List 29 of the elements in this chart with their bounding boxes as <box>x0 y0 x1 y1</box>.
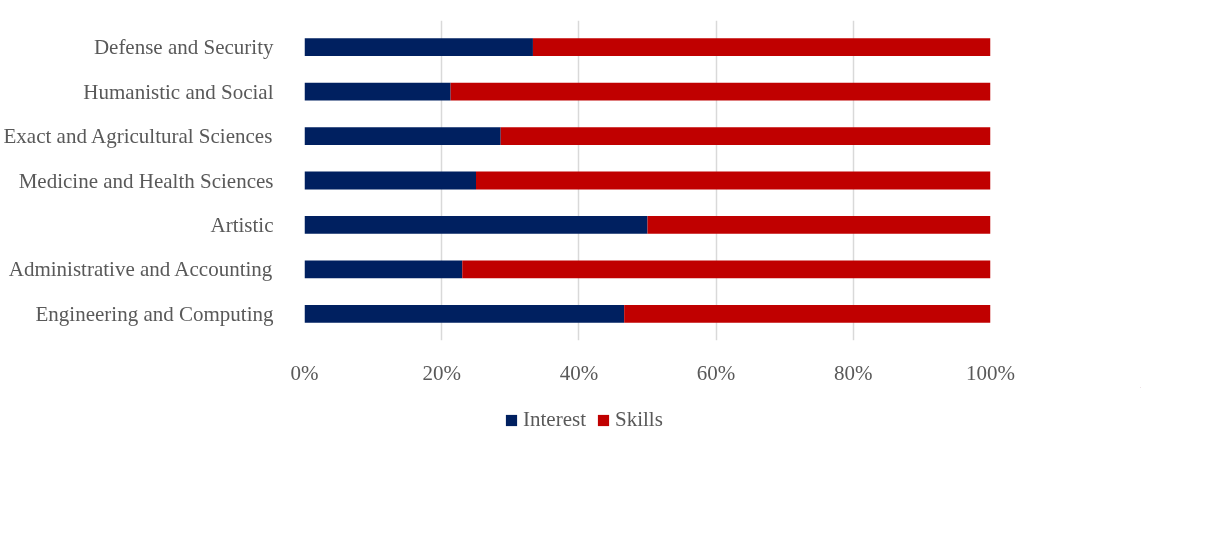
bar <box>476 171 991 190</box>
x-tick-label: 0% <box>290 360 319 385</box>
y-tick-label: Humanistic and Social <box>83 79 274 104</box>
x-tick-label: 60% <box>696 360 736 385</box>
bar <box>500 127 991 145</box>
bar <box>450 82 991 101</box>
y-tick-label: Exact and Agricultural Sciences <box>3 124 273 149</box>
x-tick-label: 100% <box>966 360 1015 385</box>
x-tick-label: 40% <box>559 360 599 385</box>
bar <box>304 260 463 279</box>
legend-label: Skills <box>614 407 664 432</box>
bar <box>304 127 501 145</box>
x-tick-label: 20% <box>422 360 461 385</box>
bar <box>304 216 648 234</box>
bar <box>304 38 533 57</box>
y-tick-label: Engineering and Computing <box>35 301 274 326</box>
legend-label: Interest <box>523 407 586 432</box>
y-tick-label: Medicine and Health Sciences <box>18 168 274 193</box>
bar <box>462 260 991 279</box>
bar <box>647 216 991 234</box>
x-tick-label: 80% <box>834 360 873 385</box>
y-tick-label: Artistic <box>210 212 274 237</box>
bar <box>532 38 991 57</box>
bar <box>304 304 625 323</box>
bar <box>304 82 451 101</box>
y-tick-label: Administrative and Accounting <box>8 257 273 282</box>
bar <box>624 304 991 323</box>
bar <box>304 171 476 190</box>
y-tick-label: Defense and Security <box>93 35 274 60</box>
